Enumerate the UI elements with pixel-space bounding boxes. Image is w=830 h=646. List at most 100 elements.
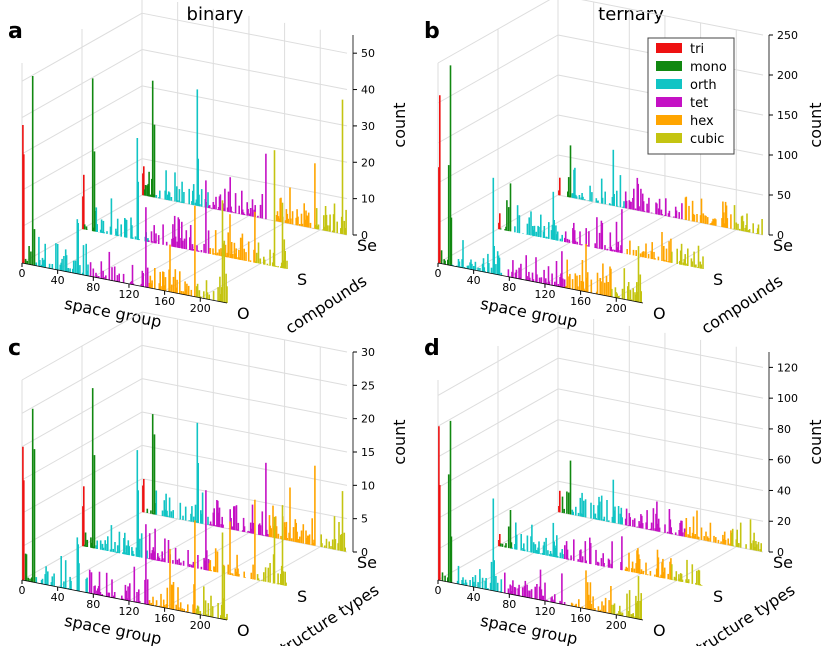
gridline-x (509, 208, 630, 278)
y-category-label: S (713, 270, 723, 289)
gridline-z (21, 378, 143, 448)
x-axis-label: space group (479, 294, 579, 331)
x-tick-label: 80 (502, 598, 516, 611)
z-tick-label: 120 (777, 361, 798, 374)
panel-letter: d (424, 336, 440, 361)
z-tick-label: 50 (777, 189, 791, 202)
legend-label-tri: tri (690, 42, 704, 57)
gridline-x (200, 546, 321, 616)
y-category-label: O (653, 621, 666, 640)
series-O (22, 408, 228, 620)
z-tick-label: 10 (361, 193, 375, 206)
x-tick-label: 0 (435, 584, 442, 597)
legend-label-mono: mono (690, 60, 727, 75)
z-tick-label: 60 (777, 454, 791, 467)
gridline-x (128, 532, 250, 602)
x-axis-line (437, 579, 644, 621)
x-tick-label: 160 (154, 295, 175, 308)
y-ticks: O S Se (653, 553, 793, 640)
x-ticks: 0 40 80 120 160 200 (435, 262, 644, 315)
gridline-z (141, 121, 348, 163)
x-tick-label: 200 (190, 619, 211, 632)
z-ticks: 0 20 40 60 80 100 120 (768, 352, 798, 559)
gridline-z (557, 194, 764, 236)
gridline-z (437, 74, 559, 144)
gridline-z (21, 311, 143, 381)
floor-grid (21, 194, 321, 299)
gridline-z (437, 419, 559, 489)
gridline-z (21, 344, 143, 414)
gridline-z (437, 480, 559, 550)
z-tick-label: 250 (777, 29, 798, 42)
gridline-x (509, 525, 630, 595)
back-wall-grid (141, 0, 348, 236)
gridline-z (557, 326, 764, 368)
y-ticks: O S Se (237, 553, 377, 640)
y-category-label: Se (357, 553, 377, 572)
z-axis-label: count (390, 102, 409, 147)
x-tick-label: 200 (190, 302, 211, 315)
z-tick-label: 0 (361, 546, 368, 559)
x-tick-label: 120 (118, 605, 139, 618)
x-axis-line (21, 262, 228, 304)
panel-letter: a (8, 19, 23, 44)
gridline-x (544, 532, 666, 602)
gridline-x (580, 539, 701, 609)
legend-label-tet: tet (690, 96, 708, 111)
panel-letter: c (8, 336, 21, 361)
gridline-z (21, 158, 143, 228)
z-tick-label: 0 (361, 229, 368, 242)
gridline-z (437, 0, 551, 64)
z-tick-label: 0 (777, 546, 784, 559)
x-axis-label: space group (479, 611, 579, 646)
gridline-z (141, 478, 348, 520)
back-wall-grid (557, 312, 764, 553)
x-tick-label: 120 (534, 288, 555, 301)
y-axis-label: structure types (270, 580, 382, 646)
x-tick-label: 80 (502, 281, 516, 294)
panel-letter: b (424, 19, 440, 44)
x-tick-label: 200 (606, 302, 627, 315)
gridline-z (141, 411, 348, 453)
y-axis-label: compounds (282, 271, 370, 338)
gridline-z (437, 388, 559, 458)
series-O (438, 65, 643, 303)
x-tick-label: 0 (435, 267, 442, 280)
x-axis-line (21, 579, 228, 621)
x-tick-label: 160 (570, 295, 591, 308)
x-tick-label: 40 (467, 591, 481, 604)
series-S (498, 510, 703, 586)
z-tick-label: 10 (361, 479, 375, 492)
gridline-z (557, 357, 764, 399)
x-tick-label: 160 (570, 612, 591, 625)
gridline-z (141, 49, 348, 91)
y-category-label: Se (773, 553, 793, 572)
y-category-label: O (237, 304, 250, 323)
x-tick-label: 200 (606, 619, 627, 632)
x-tick-label: 80 (86, 598, 100, 611)
z-tick-label: 30 (361, 120, 375, 133)
z-tick-label: 25 (361, 379, 375, 392)
y-category-label: S (297, 587, 307, 606)
x-tick-label: 0 (19, 584, 26, 597)
x-tick-label: 40 (467, 274, 481, 287)
left-wall-grid (21, 0, 143, 264)
series-Se (142, 80, 347, 235)
gridline-z (21, 121, 143, 191)
y-axis-label: compounds (698, 271, 786, 338)
series-Se (142, 414, 347, 552)
z-tick-label: 20 (777, 515, 791, 528)
y-category-label: O (237, 621, 250, 640)
gridline-z (21, 12, 143, 82)
gridline-z (141, 378, 348, 420)
gridline-z (21, 411, 143, 481)
gridline-z (141, 158, 348, 200)
legend-label-hex: hex (690, 114, 714, 129)
x-tick-label: 40 (51, 274, 65, 287)
y-category-label: S (297, 270, 307, 289)
gridline-z (557, 388, 764, 430)
legend-label-orth: orth (690, 78, 717, 93)
